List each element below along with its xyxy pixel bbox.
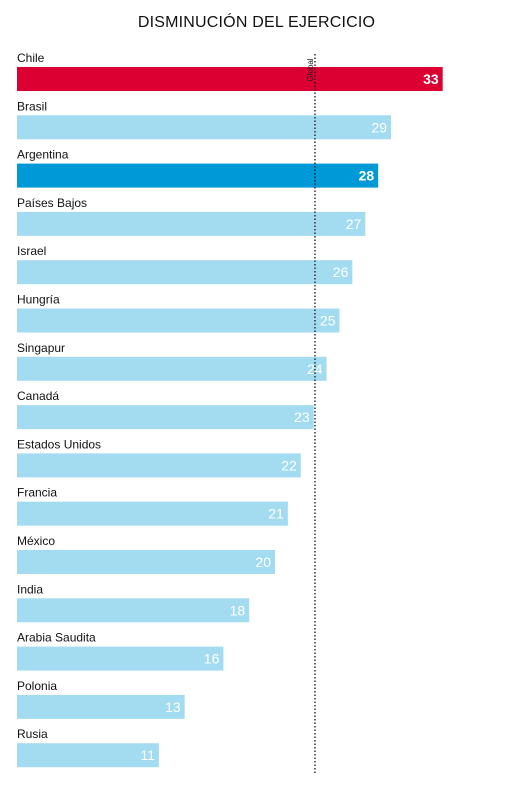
bar-paises-bajos — [17, 211, 366, 236]
value-label-chile: 33 — [423, 71, 439, 87]
value-label-arabia-saudita: 16 — [204, 651, 220, 667]
category-label-arabia-saudita: Arabia Saudita — [17, 631, 96, 645]
bar-india — [17, 598, 250, 623]
bar-brasil — [17, 115, 392, 140]
category-label-rusia: Rusia — [17, 727, 48, 741]
bar-canada — [17, 405, 314, 430]
category-label-argentina: Argentina — [17, 148, 69, 162]
value-label-francia: 21 — [268, 506, 284, 522]
value-label-mexico: 20 — [255, 554, 271, 570]
value-label-singapur: 24 — [307, 361, 323, 377]
bar-estados-unidos — [17, 453, 301, 478]
value-label-rusia: 11 — [140, 747, 155, 763]
category-label-singapur: Singapur — [17, 341, 65, 355]
value-label-brasil: 29 — [372, 119, 388, 135]
bar-hungria — [17, 308, 340, 333]
category-label-brasil: Brasil — [17, 99, 47, 113]
reference-line-label: Global — [306, 58, 315, 81]
category-label-hungria: Hungría — [17, 293, 60, 307]
category-label-israel: Israel — [17, 244, 46, 258]
category-label-polonia: Polonia — [17, 679, 57, 693]
bar-arabia-saudita — [17, 646, 224, 671]
bar-singapur — [17, 356, 327, 381]
category-label-paises-bajos: Países Bajos — [17, 196, 87, 210]
chart-title: DISMINUCIÓN DEL EJERCICIO — [137, 14, 376, 31]
bar-rusia — [17, 743, 159, 768]
value-label-paises-bajos: 27 — [346, 216, 362, 232]
bar-mexico — [17, 550, 275, 574]
value-label-polonia: 13 — [165, 699, 181, 715]
bar-israel — [17, 260, 353, 285]
value-label-canada: 23 — [294, 409, 310, 425]
value-label-argentina: 28 — [359, 168, 375, 184]
value-label-estados-unidos: 22 — [281, 457, 297, 473]
category-label-chile: Chile — [17, 51, 45, 65]
category-label-mexico: México — [17, 534, 55, 548]
value-label-israel: 26 — [333, 264, 349, 280]
category-label-canada: Canadá — [17, 389, 59, 403]
bar-chile — [17, 67, 443, 91]
bar-francia — [17, 501, 288, 526]
value-label-india: 18 — [230, 602, 246, 618]
bar-argentina — [17, 163, 379, 188]
category-label-india: India — [17, 582, 43, 596]
category-label-francia: Francia — [17, 486, 57, 500]
category-label-estados-unidos: Estados Unidos — [17, 437, 101, 451]
bar-polonia — [17, 694, 185, 719]
value-label-hungria: 25 — [320, 313, 336, 329]
